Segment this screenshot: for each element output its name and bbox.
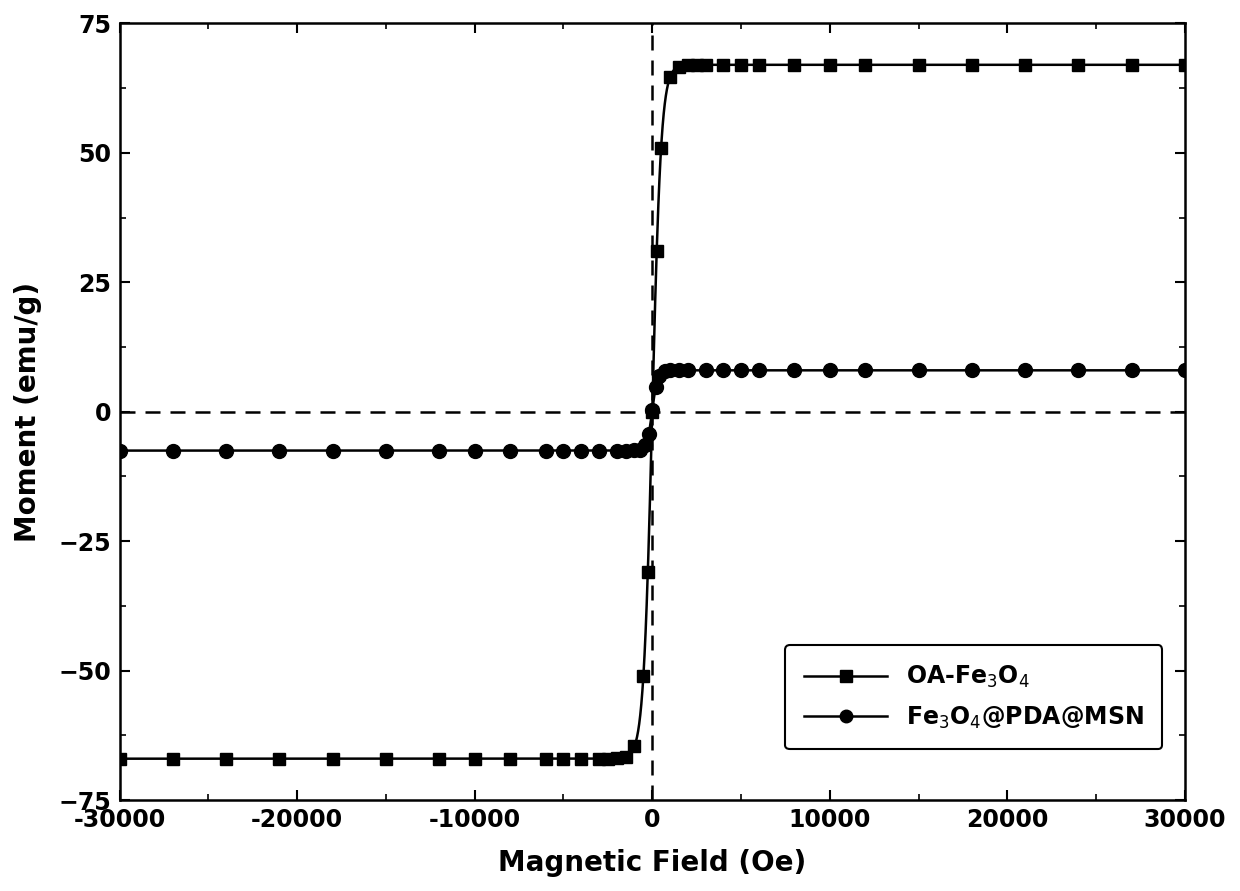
Legend: OA-Fe$_3$O$_4$, Fe$_3$O$_4$@PDA@MSN: OA-Fe$_3$O$_4$, Fe$_3$O$_4$@PDA@MSN [785,645,1162,749]
Y-axis label: Moment (emu/g): Moment (emu/g) [14,282,42,542]
X-axis label: Magnetic Field (Oe): Magnetic Field (Oe) [498,849,806,877]
